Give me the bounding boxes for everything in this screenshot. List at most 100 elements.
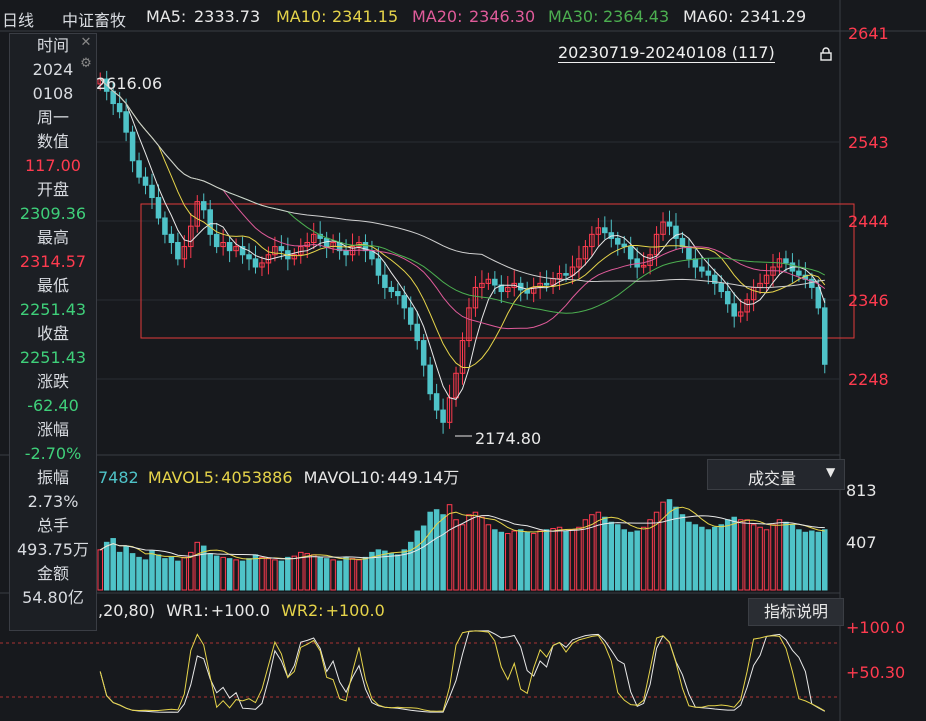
candle-body bbox=[149, 184, 155, 199]
candle-body bbox=[796, 270, 802, 276]
dropdown-label: 成交量 bbox=[748, 469, 797, 488]
volume-bar bbox=[103, 541, 110, 591]
candle-body bbox=[168, 233, 175, 243]
candle-body bbox=[116, 103, 123, 113]
volume-header: 7482 MAVOL5: 4053886 MAVOL10: 449.14万 bbox=[98, 464, 459, 488]
volume-bar bbox=[479, 516, 485, 591]
volume-bar bbox=[142, 559, 149, 591]
wr-params: ,20,80) bbox=[98, 601, 156, 620]
close-icon[interactable]: ✕ bbox=[80, 35, 92, 50]
ma60-value: 2341.29 bbox=[740, 7, 807, 26]
ma30-value: 2364.43 bbox=[603, 7, 670, 26]
volume-bar bbox=[815, 531, 822, 591]
price-tick: 2444 bbox=[848, 212, 889, 231]
volume-bar bbox=[278, 560, 285, 591]
candle-body bbox=[543, 282, 550, 286]
candle-body bbox=[181, 246, 188, 260]
volume-bar bbox=[550, 528, 556, 591]
candle-body bbox=[142, 176, 149, 186]
volume-bar bbox=[582, 519, 589, 591]
date-range[interactable]: 20230719-20240108 (117) bbox=[558, 43, 775, 63]
volume-tick: 407 bbox=[846, 533, 877, 552]
candle-body bbox=[666, 221, 673, 227]
high-label: 最高 bbox=[36, 228, 69, 247]
candle-body bbox=[233, 246, 239, 252]
candle-body bbox=[627, 246, 634, 260]
candle-body bbox=[582, 246, 589, 260]
pct-value: -2.70% bbox=[24, 444, 82, 463]
price-tick: 2641 bbox=[848, 24, 889, 43]
volume-bar bbox=[407, 541, 414, 591]
time-date: 0108 bbox=[32, 84, 74, 103]
candle-body bbox=[686, 246, 692, 260]
ma30-label: MA30: bbox=[548, 7, 599, 26]
candle-body bbox=[724, 291, 731, 305]
amp-label: 振幅 bbox=[36, 468, 69, 487]
volume-bar bbox=[375, 549, 382, 591]
candle-body bbox=[420, 340, 427, 366]
candle-body bbox=[653, 233, 660, 256]
volume-bar bbox=[317, 556, 323, 591]
wr1-value: +100.0 bbox=[210, 601, 270, 620]
volume-value: 493.75万 bbox=[17, 540, 89, 559]
ma60-line bbox=[99, 78, 825, 289]
candle-body bbox=[433, 393, 440, 411]
volume-bar bbox=[666, 499, 673, 591]
volume-bar bbox=[116, 551, 123, 591]
candle-body bbox=[718, 282, 725, 293]
volume-bar bbox=[712, 526, 718, 591]
volume-bar bbox=[692, 524, 699, 591]
volume-bar bbox=[382, 550, 388, 591]
lock-icon[interactable] bbox=[819, 47, 833, 61]
change-label: 涨跌 bbox=[36, 372, 69, 391]
volume-bar bbox=[556, 526, 563, 591]
wr1-label: WR1: bbox=[166, 601, 209, 620]
volume-bar bbox=[802, 531, 809, 591]
volume-bar bbox=[673, 506, 679, 591]
candle-body bbox=[259, 262, 265, 268]
indicator-header: 日线 中证畜牧 MA5: 2333.73 MA10: 2341.15 MA20:… bbox=[0, 0, 926, 32]
price-tick: 2543 bbox=[848, 133, 889, 152]
wr2-line bbox=[99, 630, 826, 712]
time-label: 时间 bbox=[36, 36, 69, 55]
candle-body bbox=[278, 246, 285, 252]
candle-body bbox=[705, 270, 712, 276]
period-label[interactable]: 日线 bbox=[2, 11, 35, 30]
volume-bar bbox=[323, 558, 330, 591]
candle-body bbox=[679, 237, 686, 248]
ma10-value: 2341.15 bbox=[332, 7, 399, 26]
volume-bar bbox=[466, 514, 472, 591]
candle-body bbox=[602, 227, 608, 234]
candle-body bbox=[188, 225, 194, 248]
ma60-label: MA60: bbox=[683, 7, 734, 26]
wr-tick: +100.0 bbox=[846, 618, 906, 637]
mavol10-label: MAVOL10: bbox=[303, 468, 386, 487]
volume-bar bbox=[485, 524, 492, 591]
mavol5-line bbox=[99, 506, 825, 560]
gear-icon[interactable]: ⚙ bbox=[80, 56, 92, 71]
volume-bar bbox=[369, 551, 375, 591]
volume-bar bbox=[395, 554, 401, 591]
candle-body bbox=[505, 286, 511, 293]
mavol10-line bbox=[99, 514, 825, 560]
mavol5-label: MAVOL5: bbox=[147, 468, 220, 487]
candle-body bbox=[414, 323, 420, 342]
volume-bar bbox=[783, 521, 789, 591]
close-label: 收盘 bbox=[36, 324, 69, 343]
candle-body bbox=[692, 258, 699, 268]
candle-body bbox=[763, 274, 770, 284]
volume-bar bbox=[796, 529, 802, 591]
volume-bar bbox=[744, 519, 750, 591]
low-annotation: 2174.80 bbox=[475, 429, 542, 448]
volume-bar bbox=[660, 501, 666, 591]
indicator-dropdown[interactable]: 成交量 ▼ bbox=[707, 459, 845, 490]
volume-bar bbox=[420, 525, 427, 591]
volume-bar bbox=[336, 560, 343, 591]
volume-bar bbox=[349, 558, 356, 591]
indicator-help-button[interactable]: 指标说明 bbox=[748, 598, 844, 626]
volume-bar bbox=[123, 545, 129, 591]
volume-bar bbox=[194, 541, 201, 591]
wr1-line bbox=[99, 630, 826, 713]
volume-bar bbox=[433, 509, 440, 591]
volume-bar bbox=[537, 530, 543, 591]
